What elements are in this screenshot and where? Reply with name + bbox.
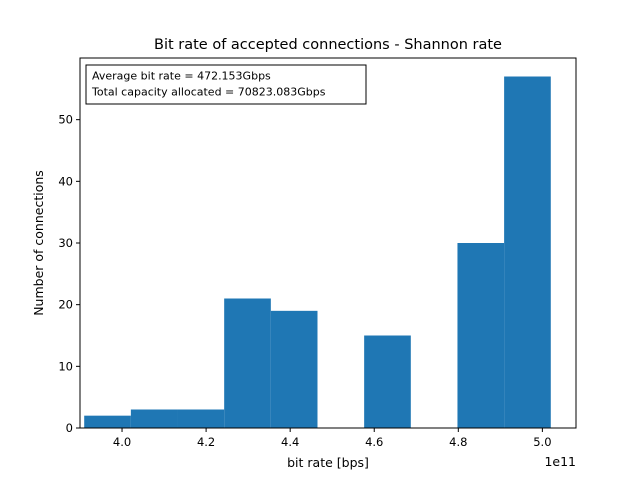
x-tick-label: 4.0 bbox=[113, 435, 131, 449]
y-axis-ticks: 0 10 20 30 40 50 bbox=[58, 113, 80, 435]
x-tick-label: 5.0 bbox=[533, 435, 551, 449]
histogram-bar-3 bbox=[177, 409, 225, 428]
chart-title: Bit rate of accepted connections - Shann… bbox=[154, 37, 502, 53]
y-axis-label: Number of connections bbox=[31, 170, 46, 316]
y-tick-label: 50 bbox=[58, 113, 73, 127]
histogram-bar-4 bbox=[224, 298, 271, 428]
histogram-bar-2 bbox=[130, 409, 178, 428]
annotation-box: Average bit rate = 472.153Gbps Total cap… bbox=[85, 64, 367, 105]
y-tick-label: 40 bbox=[58, 174, 73, 188]
average-bit-rate-text: Average bit rate = 472.153Gbps bbox=[92, 70, 271, 83]
total-capacity-text: Total capacity allocated = 70823.083Gbps bbox=[91, 86, 326, 99]
histogram-bar-7 bbox=[364, 335, 411, 428]
x-axis-ticks: 4.0 4.2 4.4 4.6 4.8 5.0 bbox=[113, 428, 552, 449]
x-axis-offset-label: 1e11 bbox=[544, 454, 576, 469]
x-axis-label: bit rate [bps] bbox=[287, 455, 369, 470]
y-tick-label: 30 bbox=[58, 236, 73, 250]
x-tick-label: 4.4 bbox=[281, 435, 299, 449]
histogram-bar-10 bbox=[504, 76, 551, 428]
annotation-frame bbox=[85, 64, 367, 105]
histogram-bar-5 bbox=[270, 310, 318, 428]
histogram-bar-9 bbox=[457, 243, 505, 428]
y-tick-label: 20 bbox=[58, 298, 73, 312]
x-tick-label: 4.8 bbox=[449, 435, 467, 449]
x-tick-label: 4.2 bbox=[197, 435, 215, 449]
bars-group bbox=[84, 76, 551, 428]
y-tick-label: 0 bbox=[66, 421, 73, 435]
x-tick-label: 4.6 bbox=[365, 435, 383, 449]
y-tick-label: 10 bbox=[58, 359, 73, 373]
histogram-bar-1 bbox=[84, 415, 131, 428]
